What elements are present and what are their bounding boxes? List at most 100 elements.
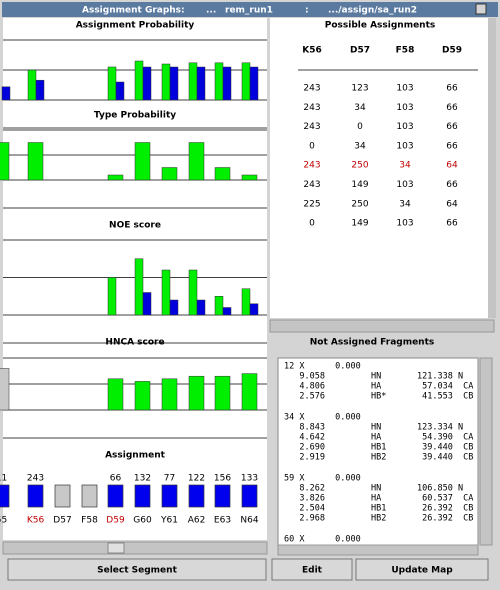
bar <box>214 62 224 101</box>
title-sep: : <box>305 6 309 16</box>
button[interactable] <box>7 558 267 581</box>
button-label[interactable]: Edit <box>302 566 323 576</box>
bar <box>107 378 124 411</box>
table-cell[interactable]: 243 <box>303 103 320 113</box>
residue-label: D57 <box>53 516 71 526</box>
residue-box[interactable] <box>81 484 98 508</box>
bar <box>196 66 206 101</box>
table-header: D57 <box>350 46 370 56</box>
bar <box>115 81 125 101</box>
chart-title: NOE score <box>109 221 161 231</box>
residue-label: N64 <box>240 516 258 526</box>
button[interactable] <box>355 558 489 581</box>
title-run: rem_run1 <box>225 6 273 16</box>
scroll-thumb[interactable] <box>107 542 125 554</box>
table-cell[interactable]: 66 <box>446 219 458 229</box>
table-cell[interactable]: 34 <box>399 161 411 171</box>
table-cell[interactable]: 34 <box>399 199 411 209</box>
table-cell[interactable]: 103 <box>396 141 413 151</box>
table-cell[interactable]: 243 <box>303 161 320 171</box>
residue-box[interactable] <box>54 484 71 508</box>
table-cell[interactable]: 66 <box>446 122 458 132</box>
table-cell[interactable]: 243 <box>303 180 320 190</box>
bar <box>249 303 259 316</box>
fragments-box <box>277 357 479 546</box>
table-cell[interactable]: 225 <box>303 199 320 209</box>
h-scrollbar[interactable] <box>269 319 495 333</box>
residue-box[interactable] <box>27 484 44 508</box>
residue-box[interactable] <box>214 484 231 508</box>
fragment-line: 4.642 HA 54.390 CA <box>284 433 473 443</box>
table-cell[interactable]: 149 <box>351 219 368 229</box>
bar <box>27 69 37 101</box>
table-cell[interactable]: 103 <box>396 122 413 132</box>
table-cell[interactable]: 0 <box>309 141 315 151</box>
table-cell[interactable]: 250 <box>351 199 368 209</box>
residue-box[interactable] <box>0 484 10 508</box>
residue-number: 11 <box>0 474 7 484</box>
chart-title: Assignment Probability <box>76 21 195 31</box>
v-scrollbar[interactable] <box>488 18 496 318</box>
table-cell[interactable]: 34 <box>354 141 366 151</box>
fragments-title: Not Assigned Fragments <box>310 338 435 348</box>
bar <box>161 269 171 316</box>
table-header: F58 <box>396 46 415 56</box>
table-cell[interactable]: 123 <box>351 84 368 94</box>
table-cell[interactable]: 103 <box>396 84 413 94</box>
residue-label: A62 <box>188 516 206 526</box>
residue-number: 66 <box>110 474 122 484</box>
fragment-line: 4.806 HA 57.034 CA <box>284 382 473 392</box>
residue-label: G60 <box>133 516 152 526</box>
fragment-line: 8.843 HN 123.334 N <box>284 423 463 433</box>
button-label[interactable]: Update Map <box>391 566 453 576</box>
table-cell[interactable]: 66 <box>446 180 458 190</box>
table-cell[interactable]: 34 <box>354 103 366 113</box>
bar <box>249 66 259 101</box>
table-cell[interactable]: 243 <box>303 122 320 132</box>
table-cell[interactable]: 0 <box>357 122 363 132</box>
residue-box[interactable] <box>188 484 205 508</box>
fragment-line: 2.504 HB1 26.392 CB <box>284 504 473 514</box>
table-cell[interactable]: 149 <box>351 180 368 190</box>
assignment-title: Assignment <box>105 451 166 461</box>
residue-box[interactable] <box>161 484 178 508</box>
residue-number: 132 <box>134 474 151 484</box>
residue-number: 77 <box>164 474 175 484</box>
residue-box[interactable] <box>107 484 124 508</box>
table-cell[interactable]: 243 <box>303 84 320 94</box>
bar <box>214 167 231 181</box>
residue-number: 122 <box>188 474 205 484</box>
table-cell[interactable]: 103 <box>396 219 413 229</box>
button[interactable] <box>271 558 353 581</box>
h-scrollbar[interactable] <box>2 541 268 555</box>
table-cell[interactable]: 103 <box>396 180 413 190</box>
bar <box>169 66 179 101</box>
v-scrollbar[interactable] <box>479 357 493 546</box>
h-scrollbar[interactable] <box>277 544 479 556</box>
bar <box>142 292 152 316</box>
residue-box[interactable] <box>134 484 151 508</box>
bar <box>188 269 198 316</box>
table-cell[interactable]: 66 <box>446 84 458 94</box>
table-cell[interactable]: 103 <box>396 103 413 113</box>
button-label[interactable]: Select Segment <box>97 566 177 576</box>
table-cell[interactable]: 66 <box>446 103 458 113</box>
table-cell[interactable]: 0 <box>309 219 315 229</box>
fragment-line: 12 X 0.000 <box>284 362 361 372</box>
bar <box>161 378 178 411</box>
residue-label: E63 <box>214 516 231 526</box>
bar <box>0 368 10 411</box>
bar <box>1 86 11 101</box>
bar <box>196 299 206 316</box>
residue-label: 55 <box>0 516 7 526</box>
bar <box>35 79 45 101</box>
table-cell[interactable]: 64 <box>446 199 458 209</box>
table-cell[interactable]: 250 <box>351 161 368 171</box>
close-button[interactable] <box>475 3 487 15</box>
fragment-line: 59 X 0.000 <box>284 474 361 484</box>
table-cell[interactable]: 66 <box>446 141 458 151</box>
bar <box>134 381 151 411</box>
residue-box[interactable] <box>241 484 258 508</box>
table-cell[interactable]: 64 <box>446 161 458 171</box>
